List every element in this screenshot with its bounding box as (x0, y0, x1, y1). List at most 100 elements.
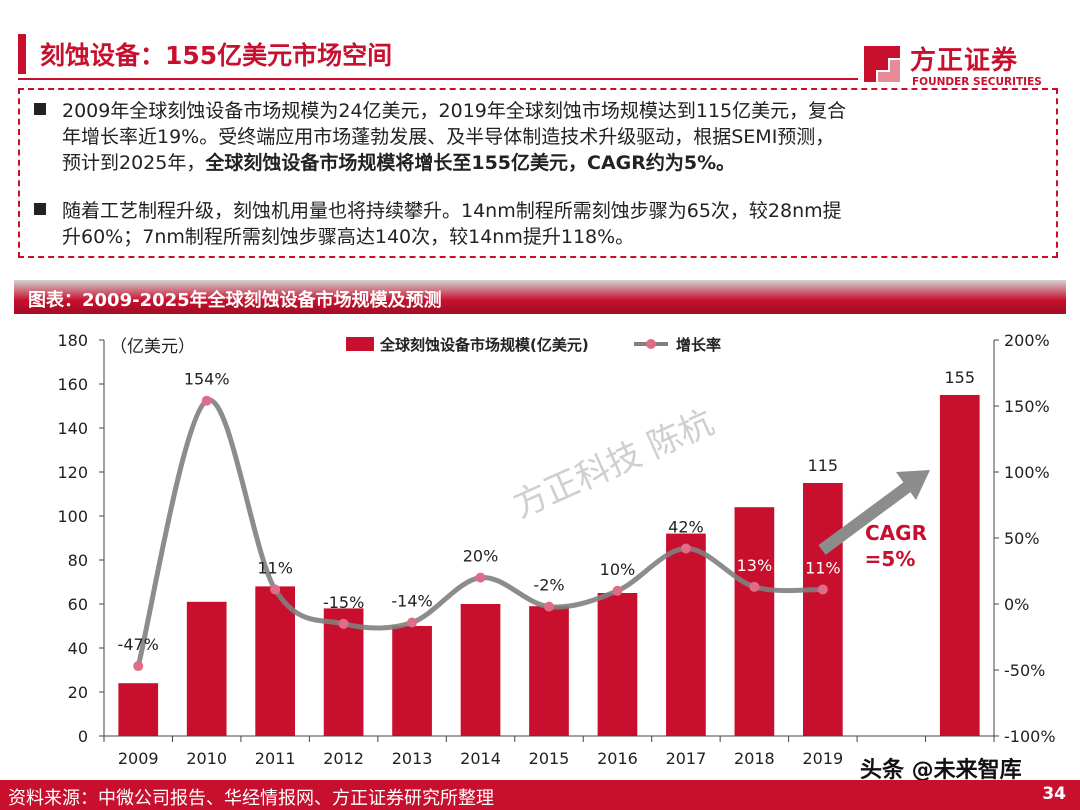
growth-rate-label: 13% (737, 556, 773, 575)
bar (597, 593, 638, 736)
key-points-box: 2009年全球刻蚀设备市场规模为24亿美元，2019年全球刻蚀市场规模达到115… (18, 88, 1058, 258)
y-tick-label: 60 (68, 595, 88, 614)
x-tick-label: 2015 (529, 749, 570, 768)
y2-tick-label: 0% (1004, 595, 1029, 614)
logo-text-en: FOUNDER SECURITIES (912, 76, 1042, 88)
growth-rate-marker (817, 584, 828, 595)
bar-value-label: 115 (808, 456, 839, 475)
page-number: 34 (1042, 784, 1066, 804)
cagr-arrow-head (896, 470, 930, 500)
slide-footer: 资料来源：中微公司报告、华经情报网、方正证券研究所整理 34 (0, 780, 1080, 810)
y-tick-label: 180 (57, 331, 88, 350)
y2-tick-label: 50% (1004, 529, 1040, 548)
x-tick-label: 2009 (118, 749, 159, 768)
y2-tick-label: -100% (1004, 727, 1056, 746)
bar (255, 586, 296, 736)
market-size-chart: 方正科技 陈杭 115 155 -47% 154% 11% -15% -14% 20% -2% 1… (57, 331, 1056, 768)
title-accent-bar (18, 34, 26, 74)
x-tick-label: 2012 (323, 749, 364, 768)
y-tick-label: 160 (57, 375, 88, 394)
growth-rate-label: 20% (463, 547, 499, 566)
y-tick-label: 20 (68, 683, 88, 702)
growth-rate-marker (270, 584, 281, 595)
growth-rate-label: -14% (391, 591, 432, 610)
legend-line-marker (646, 339, 656, 349)
y-tick-label: 40 (68, 639, 88, 658)
growth-rate-label: -15% (323, 593, 364, 612)
bar (392, 626, 432, 736)
logo-text-cn: 方正证券 (910, 46, 1019, 76)
bullet-point-2: 随着工艺制程升级，刻蚀机用量也将持续攀升。14nm制程所需刻蚀步骤为65次，较2… (34, 198, 1044, 250)
chart-header-band: 图表：2009-2025年全球刻蚀设备市场规模及预测 (14, 280, 1066, 314)
y-tick-label: 0 (78, 727, 88, 746)
y-axis-title: （亿美元） (110, 337, 195, 357)
bullet-1-line-1: 2009年全球刻蚀设备市场规模为24亿美元，2019年全球刻蚀市场规模达到115… (62, 100, 847, 122)
bullet-2-line-1: 随着工艺制程升级，刻蚀机用量也将持续攀升。14nm制程所需刻蚀步骤为65次，较2… (62, 200, 842, 222)
y-tick-label: 120 (57, 463, 88, 482)
cagr-label-line1: CAGR (865, 521, 927, 545)
page-title: 刻蚀设备：155亿美元市场空间 (40, 41, 393, 70)
x-tick-label: 2019 (802, 749, 843, 768)
bar (460, 604, 501, 736)
y2-tick-label: 150% (1004, 397, 1050, 416)
bar (529, 606, 569, 736)
bar-value-label: 155 (944, 368, 975, 387)
x-tick-label: 2018 (734, 749, 775, 768)
bullet-1-highlight: 全球刻蚀设备市场规模将增长至155亿美元，CAGR约为5%。 (205, 152, 736, 174)
y2-tick-label: -50% (1004, 661, 1045, 680)
y-tick-label: 80 (68, 551, 88, 570)
slide-header: 刻蚀设备：155亿美元市场空间 方正证券 FOUNDER SECURITIES (0, 0, 1080, 90)
bar (802, 483, 843, 736)
growth-rate-marker (133, 661, 144, 672)
bar (734, 507, 775, 736)
growth-rate-label: 42% (668, 518, 704, 537)
growth-rate-label: -2% (533, 576, 564, 595)
growth-rate-label: 10% (600, 560, 636, 579)
bar (186, 601, 227, 736)
cagr-label-line2: =5% (865, 547, 916, 571)
bullet-point-1: 2009年全球刻蚀设备市场规模为24亿美元，2019年全球刻蚀市场规模达到115… (34, 98, 1044, 176)
y2-tick-label: 100% (1004, 463, 1050, 482)
bar (666, 533, 706, 736)
growth-rate-marker (612, 585, 623, 596)
x-tick-label: 2014 (460, 749, 501, 768)
chart-header-bg (14, 280, 1066, 314)
x-tick-label: 2016 (597, 749, 638, 768)
growth-rate-label: 11% (805, 558, 841, 577)
founder-logo-icon (864, 46, 900, 82)
chart-area: 方正科技 陈杭 115 155 -47% 154% 11% -15% -14% 20% -2% 1… (0, 318, 1080, 778)
growth-rate-label: 11% (257, 558, 293, 577)
bullet-1-line-3: 预计到2025年， (62, 152, 206, 174)
growth-rate-marker (544, 601, 554, 612)
bullet-square-icon (34, 103, 46, 115)
legend-bar-label: 全球刻蚀设备市场规模(亿美元) (379, 336, 589, 354)
legend-line-label: 增长率 (676, 336, 721, 354)
bar (118, 683, 159, 736)
bullet-1-line-2: 年增长率近19%。受终端应用市场蓬勃发展、及半导体制造技术升级驱动，根据SEMI… (62, 126, 835, 148)
x-tick-label: 2013 (392, 749, 433, 768)
bar (939, 395, 980, 736)
source-note: 资料来源：中微公司报告、华经情报网、方正证券研究所整理 (8, 788, 494, 809)
growth-rate-marker (680, 543, 691, 554)
growth-rate-marker (338, 618, 349, 629)
founder-logo: 方正证券 FOUNDER SECURITIES (862, 38, 1062, 90)
bullet-2-line-2: 升60%；7nm制程所需刻蚀步骤高达140次，较14nm提升118%。 (62, 226, 635, 248)
bullet-square-icon (34, 203, 46, 215)
growth-rate-marker (201, 395, 212, 406)
y2-tick-label: 200% (1004, 331, 1050, 350)
growth-rate-label: -47% (118, 635, 159, 654)
x-tick-label: 2011 (255, 749, 296, 768)
x-tick-label: 2010 (186, 749, 227, 768)
y-tick-label: 100 (57, 507, 88, 526)
chart-watermark: 方正科技 陈杭 (507, 402, 720, 526)
growth-rate-marker (475, 572, 486, 583)
y-tick-label: 140 (57, 419, 88, 438)
bar (323, 608, 364, 736)
source-overlay-watermark: 头条 @未来智库 (860, 758, 1022, 783)
cagr-arrow-shaft (818, 477, 918, 555)
growth-rate-label: 154% (184, 370, 230, 389)
x-tick-label: 2017 (666, 749, 707, 768)
growth-rate-marker (407, 617, 418, 628)
chart-header-title: 图表：2009-2025年全球刻蚀设备市场规模及预测 (28, 290, 442, 311)
growth-rate-marker (749, 581, 760, 592)
